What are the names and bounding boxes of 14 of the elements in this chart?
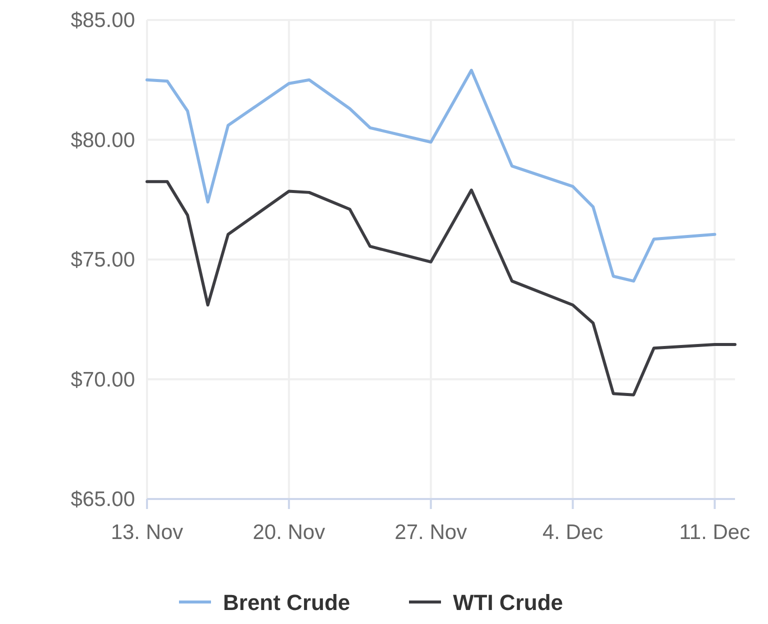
x-tick-label: 13. Nov	[110, 521, 184, 544]
x-tick-label: 11. Dec	[679, 521, 750, 544]
y-tick-label: $75.00	[70, 248, 135, 272]
x-tick-label: 20. Nov	[252, 521, 326, 544]
x-tick-label: 4. Dec	[542, 521, 604, 544]
line-series	[146, 180, 736, 396]
line-series	[146, 68, 716, 283]
legend-label: WTI Crude	[453, 590, 563, 615]
y-tick-label: $70.00	[70, 368, 135, 392]
x-tick-label: 27. Nov	[394, 521, 468, 544]
legend-label: Brent Crude	[223, 590, 350, 615]
y-tick-label: $85.00	[70, 9, 135, 32]
y-tick-label: $80.00	[70, 128, 135, 152]
y-tick-label: $65.00	[70, 488, 135, 511]
